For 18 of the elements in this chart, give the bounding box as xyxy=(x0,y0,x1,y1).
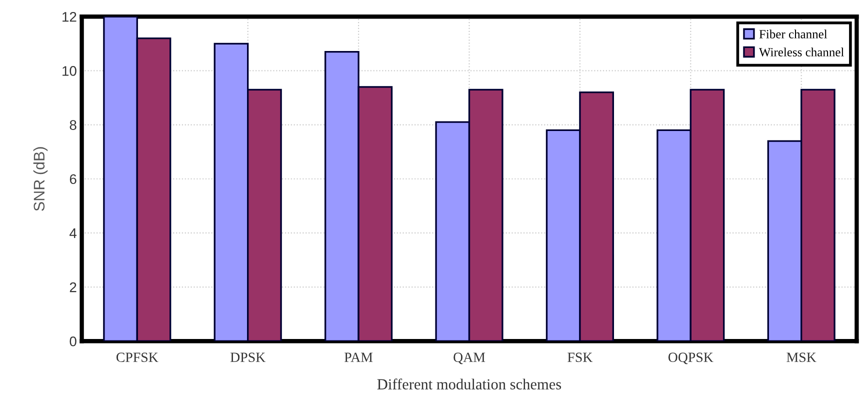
x-tick-label: DPSK xyxy=(230,352,266,362)
x-tick-label: OQPSK xyxy=(668,352,714,364)
y-axis-title: SNR (dB) xyxy=(33,147,48,211)
y-tick-label: 12 xyxy=(62,12,76,22)
legend-label: Fiber channel xyxy=(759,30,828,38)
x-tick-label: FSK xyxy=(568,352,593,362)
x-tick-label: QAM xyxy=(454,352,486,364)
y-tick-label: 8 xyxy=(70,120,76,130)
y-tick-label: 6 xyxy=(70,174,76,184)
x-axis-title: Different modulation schemes xyxy=(377,378,562,390)
x-tick-label: CPFSK xyxy=(116,352,158,362)
y-tick-label: 0 xyxy=(70,336,76,346)
y-tick-label: 2 xyxy=(70,282,76,292)
y-tick-label: 10 xyxy=(62,66,76,76)
y-tick-label: 4 xyxy=(70,228,77,238)
x-tick-label: PAM xyxy=(344,352,373,362)
x-tick-label: MSK xyxy=(786,352,816,362)
legend-label: Wireless channel xyxy=(758,48,844,56)
